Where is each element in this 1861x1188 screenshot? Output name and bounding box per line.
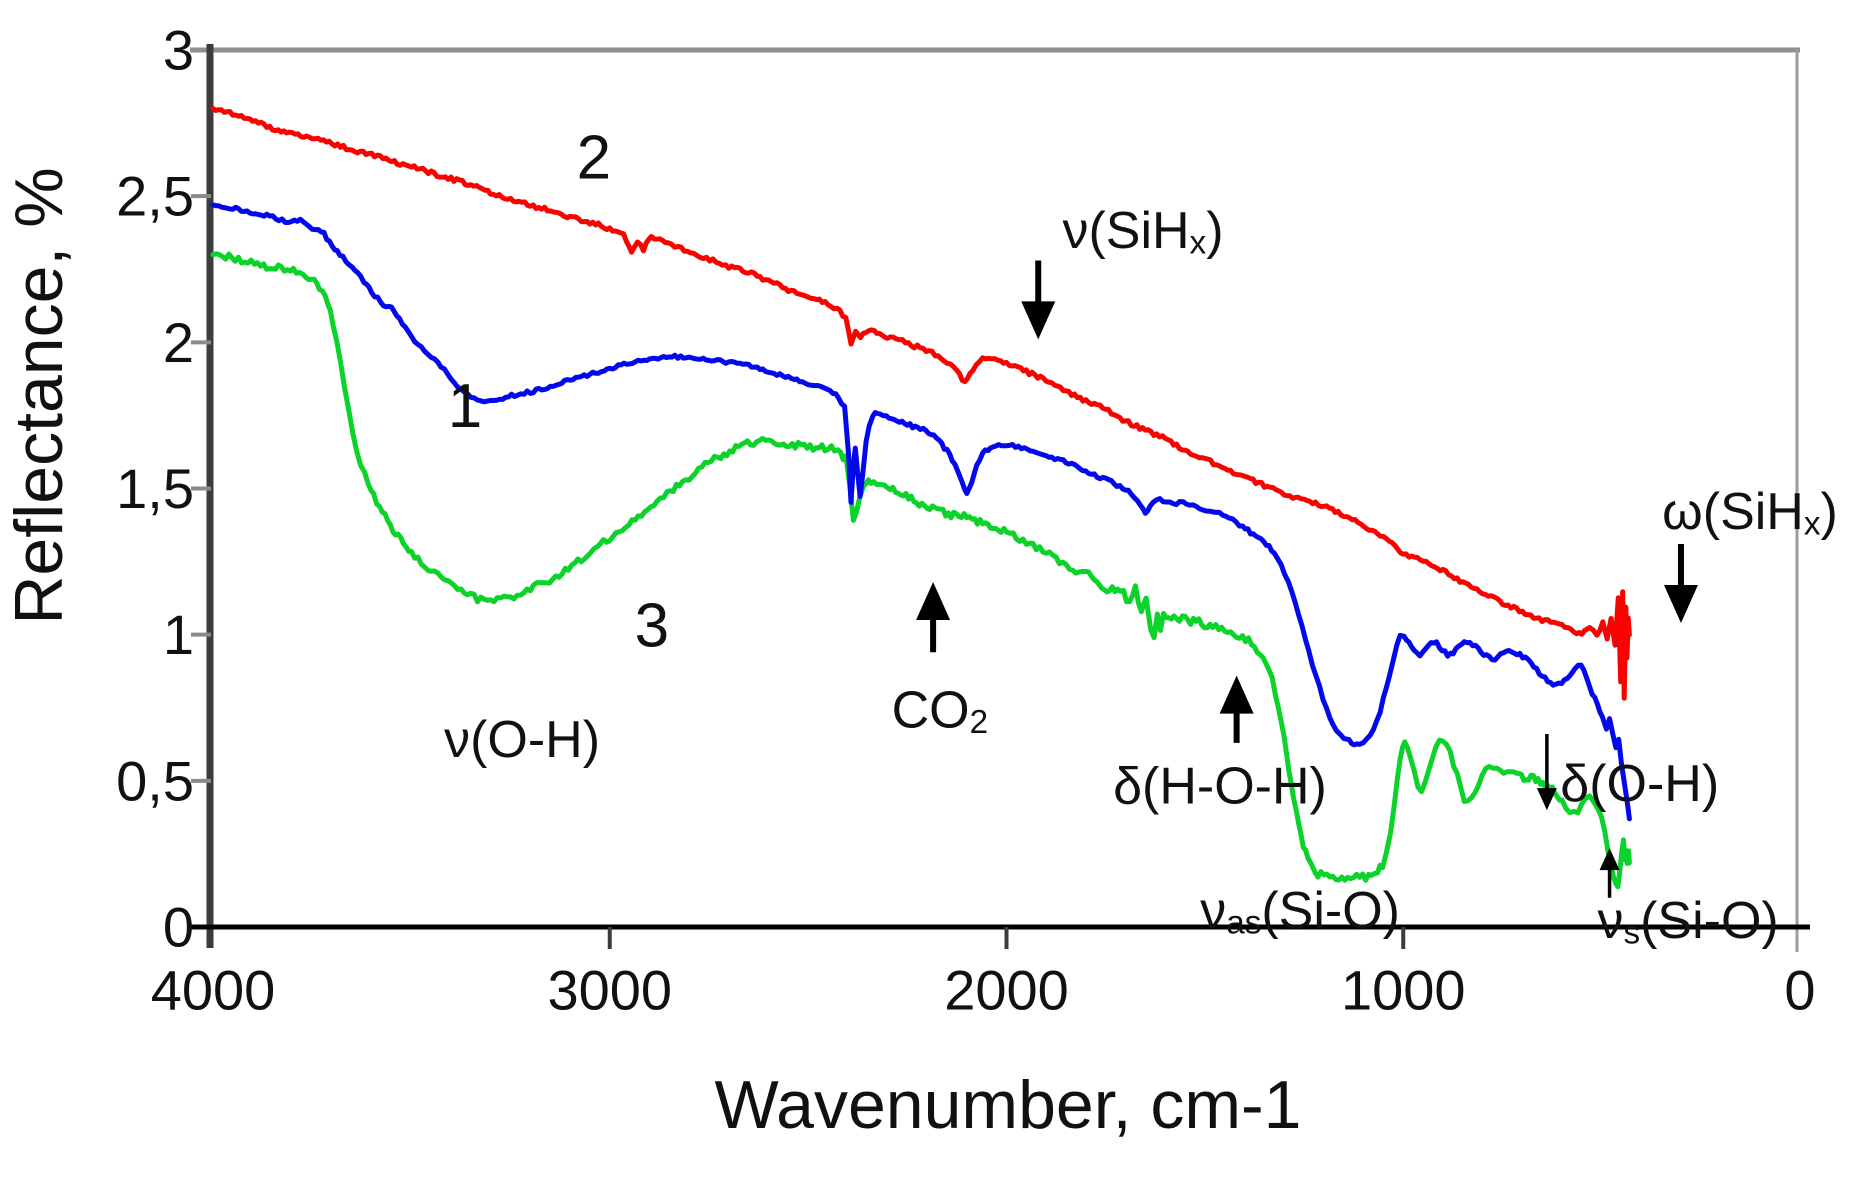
delta-hoh-arrow-head xyxy=(1219,675,1254,714)
nu-as-sio-label: νas(Si-O) xyxy=(1200,882,1400,941)
co2-arrow-head xyxy=(916,582,951,621)
nu-sihx-arrow-head xyxy=(1021,301,1056,340)
delta-oh-arrow xyxy=(1536,734,1557,811)
omega-sihx-label: ω(SiHx) xyxy=(1662,483,1838,542)
x-tick-label: 1000 xyxy=(1341,959,1466,1022)
x-tick-label: 3000 xyxy=(547,959,672,1022)
curve-label-1: 1 xyxy=(448,372,482,441)
nu-s-sio-arrow xyxy=(1599,848,1620,898)
nu-s-sio-label: νs(Si-O) xyxy=(1597,892,1778,951)
delta-oh-label: δ(O-H) xyxy=(1560,755,1719,813)
curve-2-red xyxy=(210,106,1632,701)
omega-sihx-arrow-head xyxy=(1663,584,1698,623)
omega-sihx-arrow xyxy=(1663,544,1698,623)
x-tick-label: 4000 xyxy=(151,959,276,1022)
delta-oh-arrow-head xyxy=(1536,788,1557,811)
nu-sihx-arrow xyxy=(1021,260,1056,340)
y-axis-title: Reflectance, % xyxy=(1,167,77,624)
co2-arrow xyxy=(916,582,951,653)
curve-3-green xyxy=(210,251,1632,890)
spectra-curves: 3 1 2 xyxy=(210,106,1632,890)
x-tick-label: 0 xyxy=(1784,959,1815,1022)
y-tick-label: 0,5 xyxy=(116,749,194,812)
annotations-layer: ν(O-H) ν(SiHx) ω(SiHx) CO2 δ(H-O-H) νas(Si-O)… xyxy=(444,202,1838,951)
y-tick-label: 0 xyxy=(163,896,194,959)
y-tick-label: 2,5 xyxy=(116,165,194,228)
nu-sihx-label: ν(SiHx) xyxy=(1062,202,1223,261)
curve-label-3: 3 xyxy=(635,591,669,660)
curve-1-blue xyxy=(210,202,1632,822)
y-tick-label: 1,5 xyxy=(116,457,194,520)
y-tick-label: 2 xyxy=(163,311,194,374)
curve-label-2: 2 xyxy=(577,124,611,193)
y-tick-label: 1 xyxy=(163,603,194,666)
x-axis-title: Wavenumber, cm-1 xyxy=(715,1067,1302,1143)
delta-hoh-arrow xyxy=(1219,675,1254,743)
y-tick-label: 3 xyxy=(163,19,194,82)
nu-s-sio-arrow-head xyxy=(1599,848,1620,871)
nu-oh-label: ν(O-H) xyxy=(444,711,600,769)
x-tick-label: 2000 xyxy=(944,959,1069,1022)
delta-hoh-label: δ(H-O-H) xyxy=(1113,758,1327,816)
co2-label: CO2 xyxy=(892,682,989,741)
